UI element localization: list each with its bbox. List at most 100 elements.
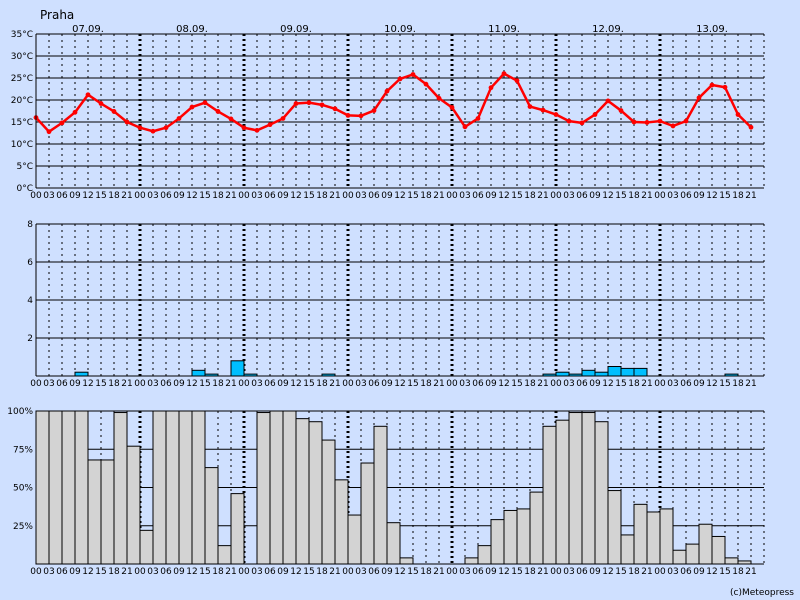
temperature-point: [85, 92, 91, 98]
hour-tick-label: 00: [654, 567, 666, 577]
hour-tick-label: 15: [511, 567, 522, 577]
hour-tick-label: 00: [654, 379, 666, 389]
cloud-bar: [477, 545, 492, 565]
cloud-bar: [48, 410, 63, 565]
hour-tick-label: 12: [498, 567, 509, 577]
hour-tick-label: 15: [95, 379, 106, 389]
temperature-point: [618, 108, 624, 113]
cloud-bar: [334, 479, 349, 565]
hour-tick-label: 21: [745, 567, 756, 577]
y-tick-label: 25%: [13, 522, 33, 532]
temperature-line: [35, 72, 752, 133]
day-label: 11.09.: [488, 24, 520, 35]
hour-tick-label: 12: [602, 567, 613, 577]
hour-tick-label: 21: [329, 191, 340, 201]
temperature-point: [644, 120, 650, 125]
hour-tick-label: 09: [589, 191, 601, 201]
temperature-point: [384, 88, 390, 94]
temperature-panel: 0°C5°C10°C15°C20°C25°C30°C35°C00 03 06 09 12…: [11, 24, 765, 201]
hour-tick-label: 12: [706, 379, 717, 389]
temperature-point: [605, 98, 611, 104]
y-tick-label: 8: [27, 220, 33, 230]
copyright-credit: (c)Meteopress: [730, 588, 794, 598]
cloud-bar: [490, 519, 505, 565]
hour-tick-label: 18: [732, 567, 744, 577]
cloud-bar: [204, 467, 219, 565]
hour-tick-label: 06: [472, 379, 484, 389]
hour-tick-label: 09: [381, 567, 393, 577]
hour-tick-label: 09: [485, 191, 497, 201]
hour-tick-label: 00: [654, 191, 666, 201]
hour-tick-label: 18: [524, 379, 536, 389]
hour-tick-label: 18: [108, 379, 120, 389]
cloud-bar: [659, 508, 674, 565]
hour-tick-label: 18: [420, 191, 432, 201]
cloud-bar: [256, 412, 271, 565]
precip-bar: [581, 369, 596, 377]
cloud-bar: [126, 445, 141, 565]
cloud-bar: [113, 412, 128, 565]
cloud-bar: [685, 543, 700, 565]
hour-tick-label: 15: [199, 567, 210, 577]
hour-tick-label: 12: [82, 567, 93, 577]
hour-tick-label: 06: [680, 379, 692, 389]
cloud-bar: [191, 410, 206, 565]
y-tick-label: 35°C: [11, 30, 33, 40]
hour-tick-label: 15: [303, 567, 314, 577]
hour-tick-label: 12: [290, 191, 301, 201]
hour-tick-label: 09: [173, 567, 185, 577]
hour-tick-label: 00: [238, 567, 250, 577]
hour-tick-label: 00: [446, 567, 458, 577]
hour-tick-label: 12: [498, 379, 509, 389]
hour-tick-label: 12: [394, 379, 405, 389]
temperature-point: [592, 112, 598, 117]
hour-tick-label: 00: [550, 567, 562, 577]
temperature-point: [46, 129, 52, 135]
hour-tick-label: 15: [407, 567, 418, 577]
temperature-point: [410, 72, 416, 77]
cloud-bar: [269, 410, 284, 565]
temperature-point: [189, 104, 195, 110]
hour-tick-label: 03: [459, 379, 470, 389]
y-tick-label: 4: [27, 296, 33, 306]
hour-tick-label: 09: [485, 567, 497, 577]
hour-tick-label: 12: [498, 191, 509, 201]
cloud-bar: [178, 410, 193, 565]
cloud-bar: [308, 421, 323, 565]
temperature-point: [280, 116, 286, 121]
hour-tick-label: 15: [95, 191, 106, 201]
hour-tick-label: 03: [251, 567, 262, 577]
temperature-point: [657, 118, 663, 124]
hour-tick-label: 00: [134, 191, 146, 201]
hour-tick-label: 06: [160, 191, 172, 201]
cloud-bar: [165, 410, 180, 565]
hour-tick-label: 15: [615, 379, 626, 389]
hour-tick-label: 03: [251, 191, 262, 201]
temperature-point: [722, 84, 728, 90]
temperature-point: [358, 113, 364, 119]
hour-tick-label: 18: [420, 379, 432, 389]
hour-tick-label: 21: [433, 379, 444, 389]
hour-tick-label: 00: [30, 379, 42, 389]
hour-tick-label: 03: [251, 379, 262, 389]
hour-tick-label: 00: [30, 567, 42, 577]
hour-tick-label: 21: [641, 567, 652, 577]
temperature-point: [527, 104, 533, 109]
temperature-point: [748, 124, 754, 130]
hour-tick-label: 00: [550, 379, 562, 389]
hour-tick-label: 18: [732, 379, 744, 389]
temperature-point: [670, 123, 676, 129]
day-label: 09.09.: [280, 24, 312, 35]
day-label: 12.09.: [592, 24, 624, 35]
hour-tick-label: 15: [199, 191, 210, 201]
hour-tick-label: 03: [563, 379, 574, 389]
hour-tick-label: 00: [134, 567, 146, 577]
temperature-point: [59, 120, 65, 126]
cloud-bar: [321, 439, 336, 565]
cloud-bar: [217, 545, 232, 565]
hour-tick-label: 15: [719, 567, 730, 577]
y-tick-label: 0°C: [16, 184, 33, 194]
hour-tick-label: 09: [69, 191, 81, 201]
hour-tick-label: 21: [433, 567, 444, 577]
hour-tick-label: 06: [264, 379, 276, 389]
